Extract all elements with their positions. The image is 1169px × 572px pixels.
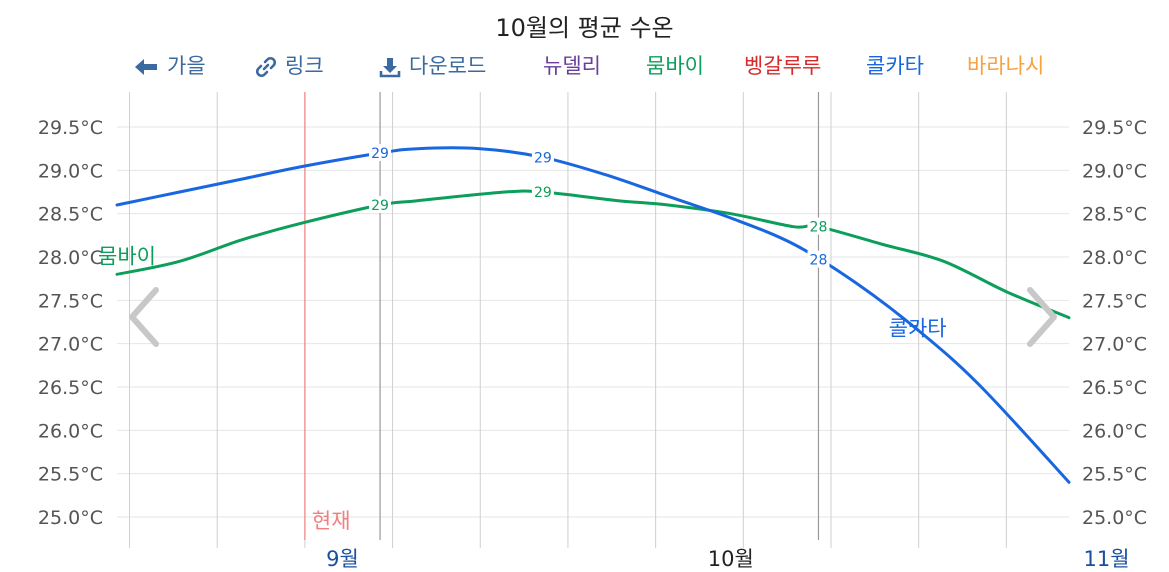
y-tick-label-left: 26.5°C [38,377,103,399]
current-date-label: 현재 [312,509,351,533]
data-label: 28 [810,220,828,236]
data-label-bg [807,250,830,268]
y-tick-label-right: 26.0°C [1082,420,1147,442]
y-tick-label-left: 29.5°C [38,117,103,139]
chevron-left-icon [129,287,159,347]
arrow-left-icon [133,56,159,78]
next-button[interactable] [1022,284,1062,350]
toolbar: 가을 링크 다운로드 뉴델리 뭄바이 벵갈루루 콜카타 바라나시 [0,50,1169,80]
legend-item-mumbai[interactable]: 뭄바이 [646,50,704,80]
legend-label: 뭄바이 [646,54,704,78]
y-axis: 25.0°C 25.0°C 25.5°C 25.5°C 26.0°C 26.0°C 26.5… [38,117,1147,529]
data-label-bg [531,148,554,166]
y-tick-label-right: 28.0°C [1082,247,1147,269]
legend-item-varanasi[interactable]: 바라나시 [967,50,1044,80]
data-label-bg [807,217,830,235]
data-label: 29 [534,185,552,201]
y-tick-label-left: 25.0°C [38,507,103,529]
download-button[interactable]: 다운로드 [379,50,486,80]
x-tick-label: 11월 [1084,547,1130,571]
y-tick-label-right: 27.0°C [1082,334,1147,356]
link-button-label: 링크 [285,54,324,78]
legend-item-new-delhi[interactable]: 뉴델리 [543,50,601,80]
y-tick-label-left: 27.0°C [38,334,103,356]
highlight-lines [379,92,820,540]
y-tick-label-right: 25.0°C [1082,507,1147,529]
series-line [115,146,1071,484]
x-tick-label: 9월 [326,547,359,571]
series-lines [115,146,1071,484]
data-label-bg [369,196,392,213]
legend-label: 바라나시 [967,54,1045,78]
x-axis: 9월 10월 11월 [326,547,1129,571]
data-label: 28 [810,253,828,269]
back-button-label: 가을 [167,54,206,78]
data-label: 29 [534,150,552,166]
y-tick-label-right: 26.5°C [1082,377,1147,399]
y-tick-label-left: 28.5°C [38,204,103,226]
prev-button[interactable] [124,284,164,350]
legend-item-bengaluru[interactable]: 벵갈루루 [744,50,821,80]
chart-title: 10월의 평균 수온 [495,14,674,42]
legend-label: 뉴델리 [543,54,601,78]
link-icon [255,56,277,78]
y-tick-label-left: 28.0°C [38,247,103,269]
data-label: 29 [371,198,389,214]
download-button-label: 다운로드 [409,54,487,78]
legend-label: 벵갈루루 [744,54,822,78]
data-label-bg [531,183,554,200]
series-line [115,189,1071,320]
data-label: 29 [371,146,389,162]
chart-grid [117,92,1069,548]
x-tick-label: 10월 [708,547,754,571]
y-tick-label-right: 29.5°C [1082,117,1147,139]
y-tick-label-left: 25.5°C [38,464,103,486]
y-tick-label-right: 28.5°C [1082,204,1147,226]
download-icon [379,56,401,78]
data-label-bg [369,144,392,161]
link-button[interactable]: 링크 [255,50,324,80]
y-tick-label-right: 27.5°C [1082,290,1147,312]
legend-item-kolkata[interactable]: 콜카타 [866,50,924,80]
y-tick-label-left: 27.5°C [38,290,103,312]
chevron-right-icon [1027,287,1057,347]
y-tick-label-left: 29.0°C [38,160,103,182]
back-button[interactable]: 가을 [133,50,206,80]
series-end-label: 콜카타 [889,317,947,341]
y-tick-label-right: 25.5°C [1082,464,1147,486]
legend-label: 콜카타 [866,54,924,78]
series-end-label: 뭄바이 [98,244,156,268]
y-tick-label-left: 26.0°C [38,420,103,442]
y-tick-label-right: 29.0°C [1082,160,1147,182]
